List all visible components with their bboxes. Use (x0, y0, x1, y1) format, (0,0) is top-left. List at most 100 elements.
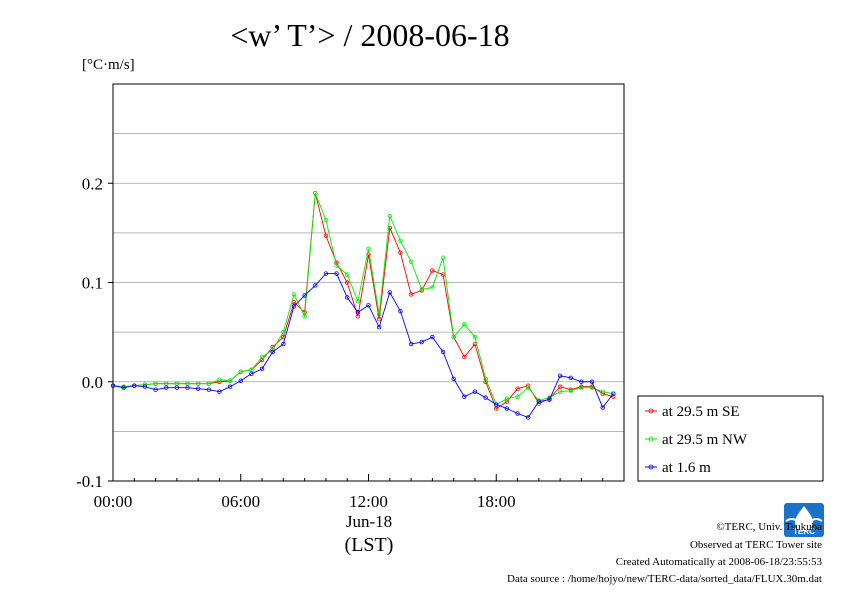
data-point (568, 375, 573, 380)
data-point (557, 373, 563, 378)
series-layer (110, 190, 616, 420)
data-point (408, 259, 414, 264)
data-point (515, 386, 520, 391)
data-point (451, 334, 456, 340)
y-axis-label: [°C·m/s] (82, 57, 135, 73)
data-point (206, 381, 212, 386)
terc-logo-icon: TERC (784, 503, 824, 542)
data-point (366, 252, 371, 257)
legend-label: at 29.5 m NW (662, 432, 748, 448)
x-tick-label: 12:00 (349, 492, 388, 511)
data-point (515, 394, 520, 399)
data-point (440, 272, 446, 277)
y-tick-label: 0.0 (82, 373, 103, 392)
data-point (270, 349, 275, 355)
data-point (547, 397, 552, 402)
data-point (462, 354, 467, 360)
data-point (153, 381, 158, 386)
data-point (525, 415, 531, 420)
data-point (387, 213, 392, 219)
x-tick-label: 18:00 (477, 492, 516, 511)
data-point (259, 357, 265, 363)
legend-swatch-marker (648, 436, 654, 442)
data-point (121, 385, 126, 390)
y-tick-label: -0.1 (76, 472, 103, 491)
data-point (398, 250, 403, 255)
data-point (387, 290, 392, 295)
data-point (536, 399, 542, 404)
data-point (472, 334, 478, 340)
x-tick-label: 06:00 (221, 492, 260, 511)
data-point (483, 395, 488, 400)
data-point (323, 217, 329, 223)
data-point (345, 280, 350, 285)
data-point (185, 385, 190, 390)
data-point (398, 309, 403, 314)
data-point (366, 303, 371, 308)
data-point (281, 329, 286, 335)
data-point (525, 385, 531, 390)
data-point (600, 389, 605, 394)
series-line (112, 193, 614, 410)
data-point (259, 354, 265, 360)
data-point (472, 389, 478, 394)
data-point (174, 385, 180, 390)
data-point (589, 385, 595, 390)
data-point (462, 321, 467, 327)
data-point (345, 272, 350, 277)
legend-swatch-marker (648, 464, 654, 470)
data-point (281, 341, 286, 347)
data-point (430, 285, 435, 290)
data-point (227, 378, 233, 383)
data-point (195, 381, 201, 386)
data-point (376, 324, 382, 330)
data-point (132, 383, 137, 388)
logo-drop-shape (795, 506, 813, 531)
footer-created: Created Automatically at 2008-06-18/23:5… (615, 556, 822, 568)
footer-source: Data source : /home/hojyo/new/TERC-data/… (507, 573, 822, 585)
data-point (408, 292, 414, 297)
data-point (462, 394, 467, 399)
legend-items: at 29.5 m SE at 29.5 m NW at 1.6 m (645, 404, 748, 476)
grid-lines (113, 133, 624, 432)
data-point (238, 378, 243, 383)
data-point (611, 391, 616, 396)
data-point (579, 385, 584, 390)
data-point (568, 388, 573, 393)
footer-observed: Observed at TERC Tower site (689, 539, 822, 551)
data-point (227, 384, 233, 389)
data-point (217, 377, 222, 382)
data-point (557, 389, 563, 394)
data-point (398, 238, 403, 244)
legend: at 29.5 m SE at 29.5 m NW at 1.6 m (637, 395, 824, 482)
data-point (110, 383, 116, 388)
y-axis-ticks: 0.2 0.1 0.0 -0.1 (76, 174, 113, 491)
y-tick-label: 0.2 (82, 174, 103, 193)
data-point (323, 271, 329, 276)
data-point (440, 349, 446, 355)
data-point (195, 386, 201, 391)
data-point (451, 376, 456, 381)
data-point (345, 295, 350, 300)
data-point (376, 317, 382, 322)
data-point (291, 292, 297, 297)
x-axis-ticks: 00:00 06:00 12:00 18:00 (94, 474, 625, 511)
data-point (419, 287, 424, 292)
data-point (366, 246, 371, 251)
series-line (112, 273, 614, 419)
data-point (334, 263, 339, 268)
legend-label: at 29.5 m SE (662, 404, 740, 420)
x-tick-label: 00:00 (94, 492, 133, 511)
series-line (112, 193, 614, 406)
data-point (334, 271, 339, 276)
data-point (600, 405, 605, 410)
data-point (249, 371, 254, 377)
data-point (419, 339, 424, 345)
data-point (355, 299, 361, 304)
x-axis-zone-label: (LST) (345, 534, 394, 556)
data-point (313, 190, 318, 196)
data-point (483, 376, 488, 381)
data-point (291, 304, 297, 309)
data-point (504, 406, 510, 411)
